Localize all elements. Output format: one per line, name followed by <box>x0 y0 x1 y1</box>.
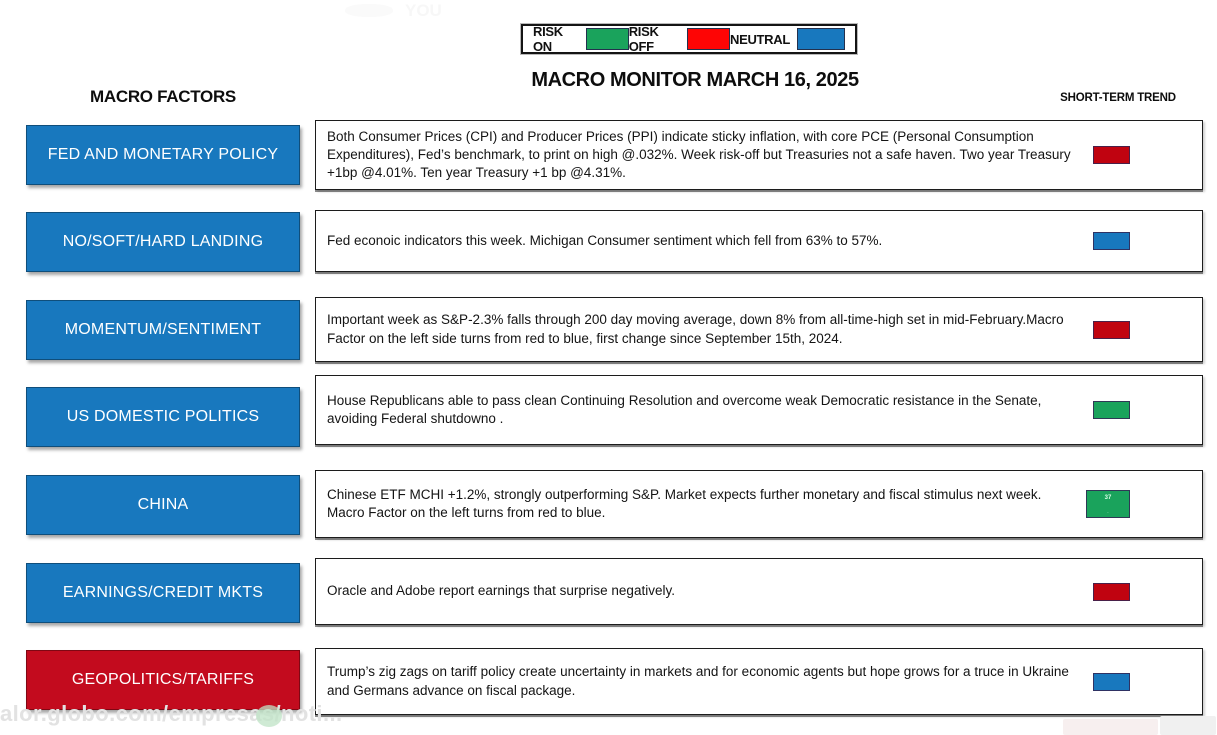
description-box: House Republicans able to pass clean Con… <box>315 375 1203 445</box>
legend-item-risk-off: RISK OFF <box>629 24 730 54</box>
legend-label: RISK ON <box>533 24 563 54</box>
risk-legend: RISK ON RISK OFF NEUTRAL <box>521 24 857 54</box>
url-watermark: alor.globo.com/empresas/noti... <box>0 701 343 726</box>
table-row: House Republicans able to pass clean Con… <box>0 375 1217 447</box>
faint-smudge <box>345 4 393 17</box>
description-box: Important week as S&P-2.3% falls through… <box>315 297 1203 362</box>
description-text: Both Consumer Prices (CPI) and Producer … <box>327 128 1071 181</box>
trend-indicator <box>1093 232 1130 250</box>
risk-off-swatch <box>687 28 730 50</box>
description-box: Both Consumer Prices (CPI) and Producer … <box>315 120 1203 190</box>
faint-watermark-text: YOU <box>405 1 442 20</box>
trend-indicator <box>1093 146 1130 164</box>
description-box: Oracle and Adobe report earnings that su… <box>315 558 1203 625</box>
description-text: Oracle and Adobe report earnings that su… <box>327 583 675 599</box>
table-row: Fed econoic indicators this week. Michig… <box>0 210 1217 272</box>
legend-label: NEUTRAL <box>729 31 790 47</box>
trend-indicator <box>1093 582 1130 601</box>
factor-box: GEOPOLITICS/TARIFFS <box>26 650 300 710</box>
table-row: Oracle and Adobe report earnings that su… <box>0 558 1217 625</box>
faint-bottom-right-block <box>1160 716 1216 735</box>
faint-green-circle <box>256 705 282 727</box>
factor-box: EARNINGS/CREDIT MKTS <box>26 563 300 623</box>
description-text: Trump’s zig zags on tariff policy create… <box>327 664 1069 698</box>
risk-on-swatch <box>586 28 629 50</box>
table-row: Important week as S&P-2.3% falls through… <box>0 297 1217 362</box>
trend-indicator: 37 . <box>1086 490 1130 518</box>
factor-box: MOMENTUM/SENTIMENT <box>26 300 300 360</box>
column-header-macro-factors: MACRO FACTORS <box>90 87 236 106</box>
description-text: Chinese ETF MCHI +1.2%, strongly outperf… <box>327 486 1042 520</box>
description-text: Fed econoic indicators this week. Michig… <box>327 232 883 248</box>
factor-box: CHINA <box>26 475 300 535</box>
factor-box: FED AND MONETARY POLICY <box>26 125 300 185</box>
trend-indicator <box>1093 401 1130 419</box>
factor-box: NO/SOFT/HARD LANDING <box>26 212 300 272</box>
neutral-swatch <box>797 28 845 50</box>
trend-indicator <box>1093 320 1130 339</box>
faint-bottom-right-block <box>1063 719 1158 735</box>
table-row: Trump’s zig zags on tariff policy create… <box>0 648 1217 715</box>
trend-overlay-text: 37 <box>1104 495 1112 501</box>
legend-label: RISK OFF <box>628 24 659 54</box>
trend-overlay-dot: . <box>1107 509 1109 515</box>
legend-item-neutral: NEUTRAL <box>730 28 845 50</box>
description-box: Trump’s zig zags on tariff policy create… <box>315 648 1203 715</box>
legend-item-risk-on: RISK ON <box>533 24 629 54</box>
table-row: Both Consumer Prices (CPI) and Producer … <box>0 120 1217 190</box>
table-row: Chinese ETF MCHI +1.2%, strongly outperf… <box>0 470 1217 538</box>
trend-indicator <box>1093 672 1130 691</box>
description-text: Important week as S&P-2.3% falls through… <box>327 312 1064 346</box>
description-box: Chinese ETF MCHI +1.2%, strongly outperf… <box>315 470 1203 538</box>
description-text: House Republicans able to pass clean Con… <box>327 392 1042 426</box>
column-header-short-term-trend: SHORT-TERM TREND <box>1060 92 1176 104</box>
page-title: MACRO MONITOR MARCH 16, 2025 <box>531 69 859 91</box>
description-box: Fed econoic indicators this week. Michig… <box>315 210 1203 272</box>
factor-box: US DOMESTIC POLITICS <box>26 387 300 447</box>
